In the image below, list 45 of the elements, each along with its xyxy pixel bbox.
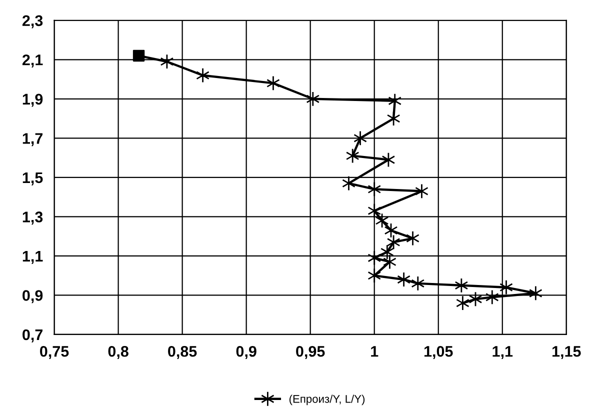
point: [368, 182, 382, 197]
y-tick-label: 2,1: [22, 54, 43, 68]
point: [386, 234, 400, 250]
point: [196, 68, 210, 83]
point: [346, 148, 360, 164]
legend-label: (Епроиз/Y, L/Y): [289, 394, 365, 406]
point: [411, 276, 425, 292]
x-tick-label: 1,05: [424, 346, 453, 360]
y-tick-label: 1,7: [22, 133, 42, 146]
point: [528, 286, 542, 301]
x-tick-label: 1,1: [492, 346, 513, 360]
y-tick-label: 1,9: [22, 94, 43, 107]
point: [383, 254, 396, 270]
y-tick-label: 1,3: [22, 212, 43, 225]
point: [132, 50, 145, 62]
y-tick-label: 1,5: [22, 172, 43, 186]
point: [306, 91, 320, 107]
point: [406, 230, 420, 246]
y-tick-label: 1,1: [22, 250, 43, 264]
point: [380, 244, 394, 260]
x-tick-label: 0,95: [296, 346, 325, 360]
point: [415, 184, 428, 199]
x-tick-label: 0,85: [168, 346, 197, 360]
y-tick-label: 0,7: [22, 329, 42, 342]
x-tick-label: 1: [371, 346, 378, 357]
point: [382, 152, 396, 168]
point: [266, 76, 280, 91]
point: [368, 203, 382, 218]
point: [386, 110, 400, 126]
point: [397, 272, 411, 288]
point: [456, 295, 470, 311]
point: [368, 268, 382, 284]
x-tick-label: 1,15: [552, 346, 581, 360]
y-tick-label: 2,3: [22, 15, 43, 28]
point: [388, 93, 402, 109]
point: [500, 280, 513, 295]
y-tick-label: 0,9: [22, 290, 43, 304]
point: [485, 290, 499, 305]
point: [342, 176, 356, 191]
x-tick-label: 0,8: [108, 346, 128, 360]
point: [354, 130, 367, 146]
x-tick-label: 0,75: [40, 346, 69, 360]
point: [368, 250, 382, 266]
point: [454, 278, 468, 294]
x-tick-label: 0,9: [236, 346, 256, 360]
